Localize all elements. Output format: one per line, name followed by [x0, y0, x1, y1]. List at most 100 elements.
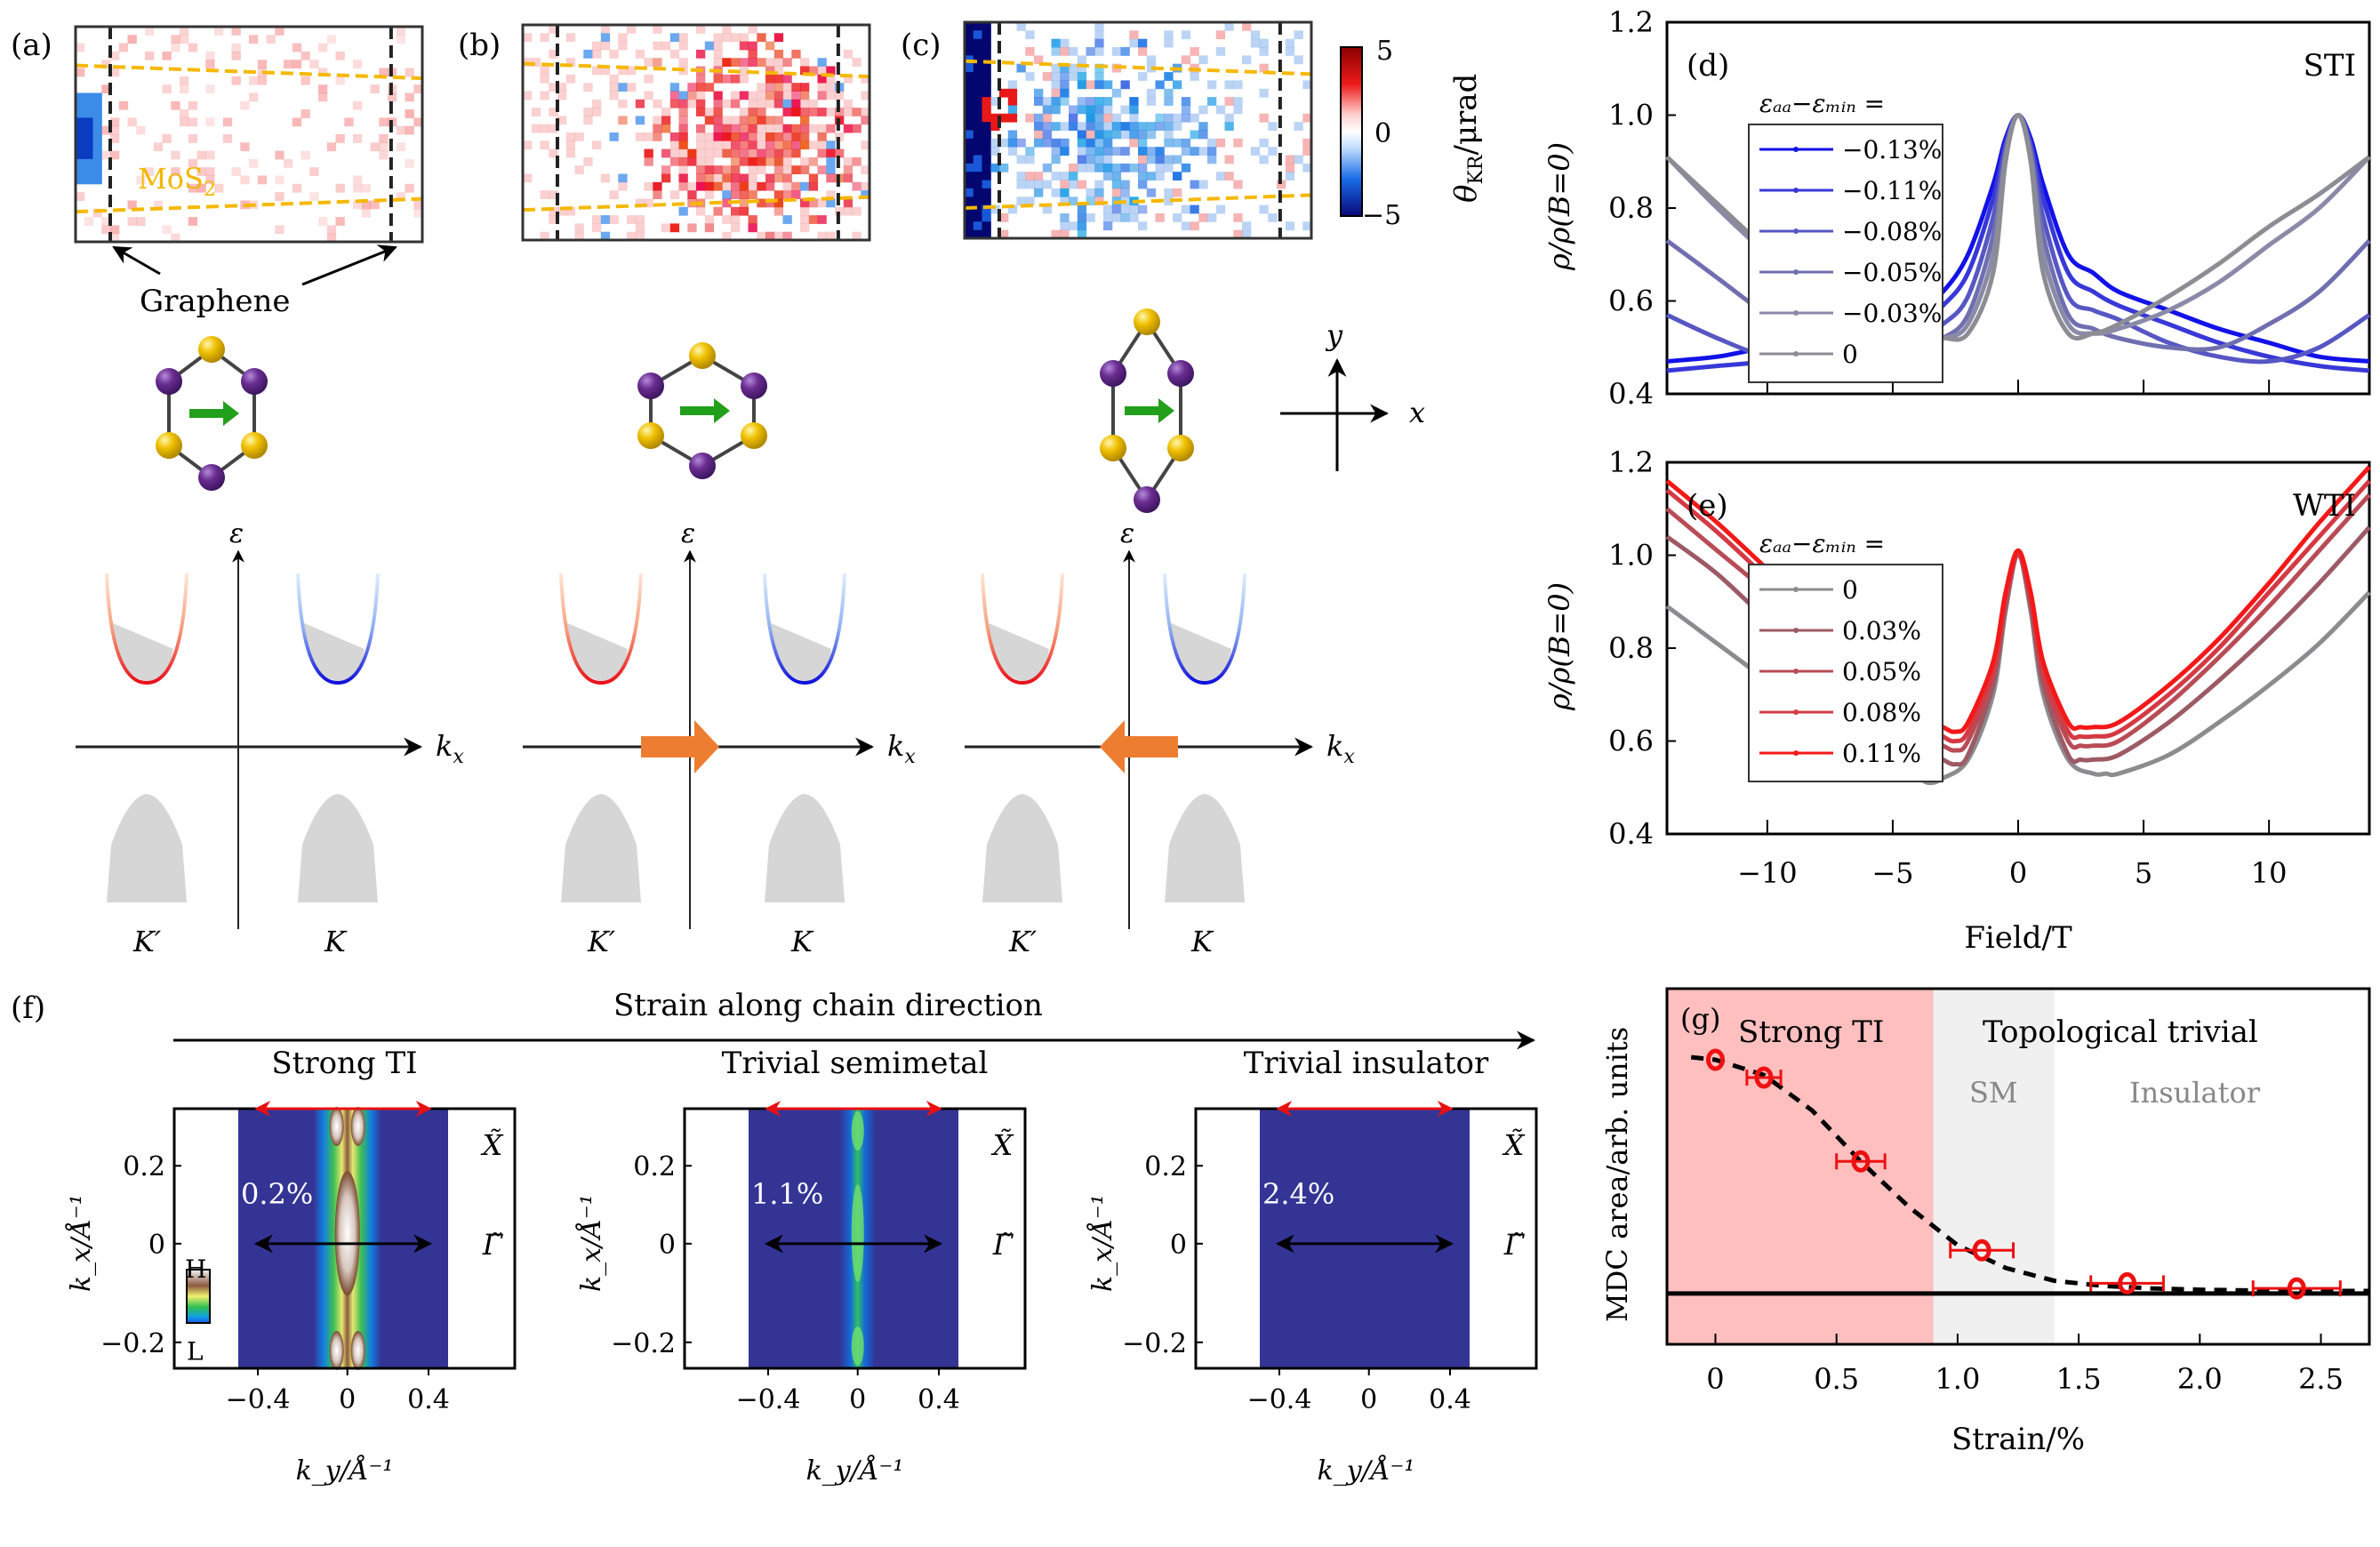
map-pixel	[1016, 180, 1026, 189]
map-pixel	[1094, 47, 1104, 56]
map-pixel	[982, 122, 991, 131]
map-pixel	[731, 91, 741, 100]
map-pixel	[76, 175, 85, 185]
data-point	[1949, 1238, 2015, 1262]
map-pixel	[76, 192, 85, 201]
map-pixel	[1146, 172, 1157, 180]
map-pixel	[205, 117, 215, 127]
map-pixel	[1302, 147, 1312, 156]
map-pixel	[1025, 113, 1035, 123]
map-pixel	[748, 99, 757, 108]
map-pixel	[835, 91, 845, 100]
y-tick-label: 0	[148, 1230, 165, 1261]
map-pixel	[965, 113, 974, 123]
map-pixel	[110, 125, 120, 135]
region-label-topological-trivial: Topological trivial	[1983, 1014, 2258, 1050]
map-pixel	[757, 99, 766, 108]
map-pixel	[196, 150, 206, 160]
map-pixel	[739, 140, 749, 150]
map-pixel	[661, 116, 671, 125]
map-pixel	[1016, 138, 1026, 148]
colorbar-high-label: H	[185, 1254, 206, 1284]
map-pixel	[773, 148, 784, 158]
map-pixel	[808, 215, 819, 224]
map-pixel	[1155, 147, 1165, 156]
legend-marker	[1793, 187, 1799, 193]
map-pixel	[1146, 155, 1157, 164]
map-pixel	[609, 190, 619, 199]
map-pixel	[196, 183, 206, 193]
map-pixel	[618, 181, 628, 191]
map-pixel	[1259, 47, 1269, 56]
map-pixel	[748, 124, 757, 133]
map-pixel	[188, 134, 198, 143]
map-pixel	[704, 173, 715, 183]
map-pixel	[180, 76, 189, 85]
map-pixel	[618, 99, 628, 108]
map-pixel	[965, 147, 974, 156]
map-pixel	[800, 223, 810, 233]
map-pixel	[687, 223, 697, 233]
legend-label: 0.05%	[1842, 657, 1921, 686]
map-pixel	[973, 147, 983, 156]
arpes-hot-spot	[851, 1327, 864, 1366]
map-pixel	[704, 165, 715, 174]
strain-value-label: 1.1%	[751, 1177, 823, 1211]
map-pixel	[1111, 113, 1122, 123]
map-pixel	[999, 138, 1009, 148]
map-pixel	[748, 165, 757, 174]
map-pixel	[284, 60, 293, 68]
map-pixel	[748, 173, 757, 183]
map-pixel	[171, 43, 180, 52]
valley-k-band	[1163, 573, 1246, 685]
map-pixel	[214, 183, 224, 193]
map-pixel	[1016, 22, 1026, 31]
map-pixel	[1285, 47, 1295, 56]
purple-atom	[1134, 486, 1160, 513]
map-pixel	[731, 33, 741, 43]
region-label-strong-ti: Strong TI	[1738, 1014, 1884, 1050]
map-pixel	[1111, 213, 1122, 222]
map-pixel	[1277, 180, 1286, 189]
legend-item: −0.08%	[1759, 217, 1942, 246]
map-pixel	[1285, 163, 1295, 172]
map-pixel	[990, 122, 1000, 131]
map-pixel	[609, 215, 619, 224]
map-pixel	[973, 22, 983, 31]
map-pixel	[136, 125, 146, 135]
gamma-point-label: Γ̃	[992, 1228, 1014, 1262]
map-pixel	[635, 223, 645, 233]
map-pixel	[1051, 172, 1061, 180]
map-pixel	[669, 33, 680, 43]
map-pixel	[101, 60, 111, 68]
map-pixel	[861, 140, 870, 150]
map-pixel	[592, 140, 602, 150]
map-pixel	[145, 167, 155, 176]
valence-band	[765, 794, 845, 902]
map-pixel	[127, 117, 137, 127]
y-tick-label: 0.6	[1608, 725, 1654, 758]
map-pixel	[1129, 138, 1139, 148]
map-pixel	[1111, 47, 1122, 56]
map-pixel	[361, 208, 372, 218]
map-pixel	[1190, 113, 1199, 123]
map-pixel	[800, 108, 810, 116]
map-pixel	[982, 188, 991, 197]
map-pixel	[713, 58, 723, 67]
map-pixel	[1198, 122, 1208, 131]
map-pixel	[1103, 80, 1113, 90]
map-pixel	[713, 132, 723, 141]
map-pixel	[713, 74, 723, 84]
map-pixel	[118, 100, 129, 110]
map-pixel	[1146, 188, 1157, 197]
x-axis-label: Field/T	[1964, 920, 2072, 956]
map-pixel	[861, 165, 870, 174]
legend-marker	[1793, 350, 1799, 357]
colorbar-tick-mid: 0	[1374, 118, 1391, 149]
legend-box	[1748, 123, 1943, 383]
map-pixel	[973, 105, 983, 115]
x-tick-label: 1.5	[2056, 1362, 2102, 1396]
map-pixel	[713, 148, 723, 158]
map-pixel	[817, 58, 827, 67]
map-pixel	[739, 156, 749, 166]
